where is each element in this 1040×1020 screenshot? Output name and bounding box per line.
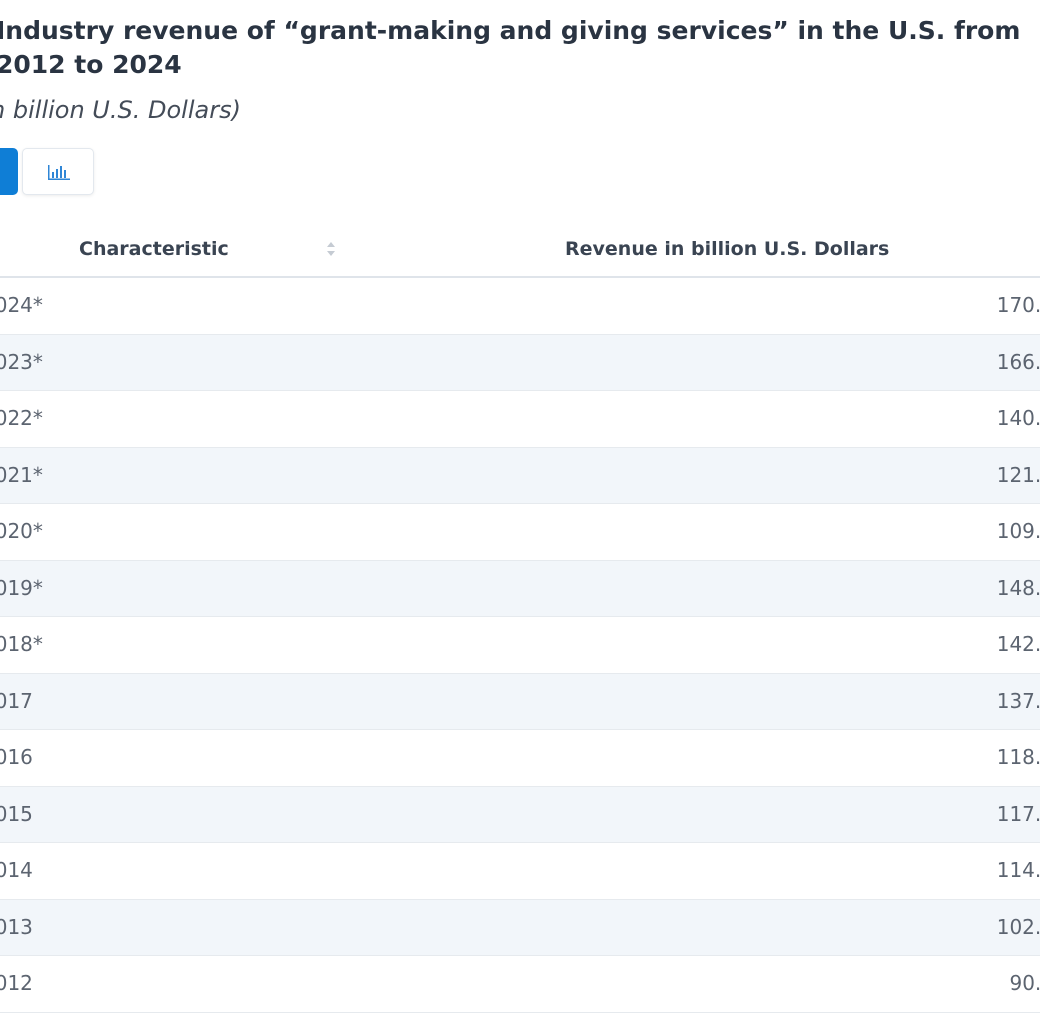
chart-title: Industry revenue of “grant-making and gi… — [0, 16, 1021, 79]
cell-revenue: 166.7 — [996, 349, 1040, 374]
table-row: 2018* 142.3 — [0, 617, 1040, 674]
sort-icon[interactable] — [325, 239, 337, 259]
cell-revenue: 118.7 — [996, 745, 1040, 769]
table-row: 2012 90.7 — [0, 956, 1040, 1013]
cell-revenue: 142.3 — [996, 632, 1040, 656]
table-row: 2013 102.3 — [0, 899, 1040, 956]
cell-characteristic: 2023* — [0, 349, 43, 374]
cell-characteristic: 2014 — [0, 858, 33, 882]
table-row: 2015 117.5 — [0, 786, 1040, 843]
chart-view-button[interactable] — [22, 148, 94, 195]
cell-revenue: 137.1 — [996, 688, 1040, 713]
cell-characteristic: 2019* — [0, 575, 43, 600]
column-header-revenue: Revenue in billion U.S. Dollars — [565, 238, 890, 260]
bar-chart-icon — [48, 165, 70, 180]
data-table: Characteristic Revenue in billion U.S. D… — [0, 222, 1040, 1013]
table-view-button[interactable] — [0, 148, 18, 195]
chart-subtitle: (in billion U.S. Dollars) — [0, 96, 241, 124]
table-row: 2022* 140.9 — [0, 391, 1040, 448]
table-header: Characteristic Revenue in billion U.S. D… — [0, 222, 1040, 278]
cell-characteristic: 2015 — [0, 801, 33, 826]
cell-revenue: 109.4 — [996, 519, 1040, 543]
cell-revenue: 117.5 — [996, 801, 1040, 826]
cell-revenue: 114.1 — [996, 858, 1040, 882]
table-row: 2019* 148.3 — [0, 560, 1040, 617]
cell-characteristic: 2012 — [0, 971, 33, 995]
cell-revenue: 121.9 — [996, 462, 1040, 487]
cell-revenue: 102.3 — [996, 914, 1040, 939]
cell-characteristic: 2020* — [0, 519, 43, 543]
table-body: 2024* 170.2 2023* 166.7 2022* 140.9 2021* 121.9… — [0, 278, 1040, 1013]
cell-revenue: 148.3 — [996, 575, 1040, 600]
cell-characteristic: 2018* — [0, 632, 43, 656]
cell-revenue: 140.9 — [996, 406, 1040, 430]
cell-characteristic: 2021* — [0, 462, 43, 487]
table-row: 2014 114.1 — [0, 843, 1040, 900]
cell-revenue: 170.2 — [996, 293, 1040, 317]
column-header-characteristic[interactable]: Characteristic — [79, 238, 229, 260]
table-row: 2024* 170.2 — [0, 278, 1040, 335]
cell-characteristic: 2024* — [0, 293, 43, 317]
cell-characteristic: 2016 — [0, 745, 33, 769]
table-row: 2023* 166.7 — [0, 334, 1040, 391]
table-row: 2021* 121.9 — [0, 447, 1040, 504]
table-row: 2020* 109.4 — [0, 504, 1040, 561]
cell-revenue: 90.7 — [1009, 971, 1040, 995]
cell-characteristic: 2022* — [0, 406, 43, 430]
table-row: 2016 118.7 — [0, 730, 1040, 787]
cell-characteristic: 2013 — [0, 914, 33, 939]
